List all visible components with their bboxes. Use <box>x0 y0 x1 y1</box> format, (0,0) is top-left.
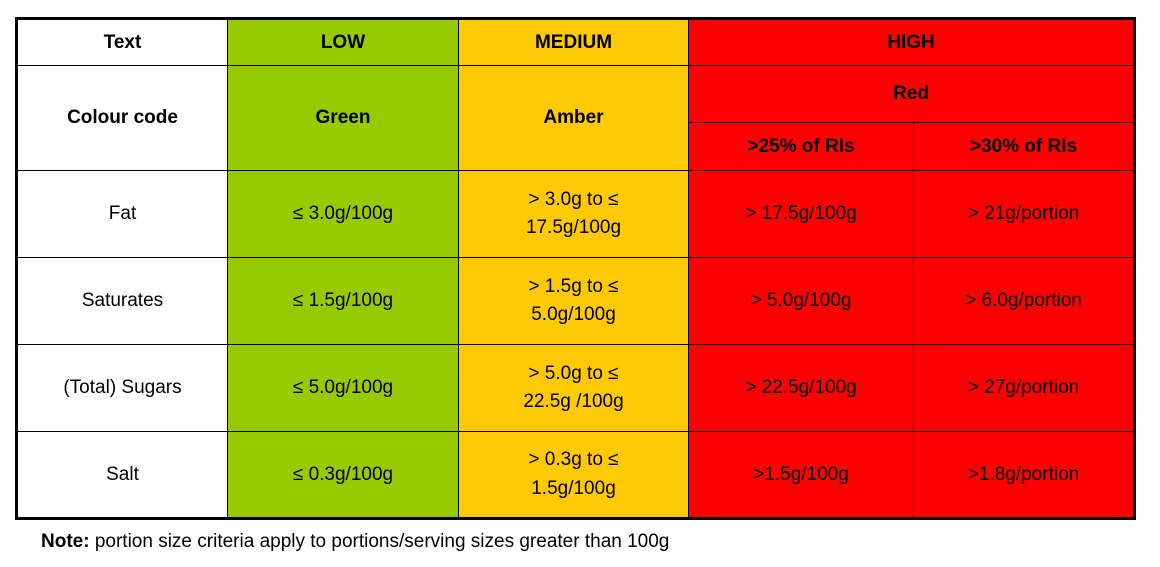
colour-red-cell: Red <box>688 65 1135 123</box>
header-medium-cell: MEDIUM <box>458 18 689 66</box>
colour-green-cell: Green <box>227 65 459 171</box>
ri-25-cell: >25% of RIs <box>688 122 914 171</box>
portion-size-note: Note: portion size criteria apply to por… <box>41 531 669 553</box>
header-low-cell: LOW <box>227 18 459 66</box>
fat-label-cell: Fat <box>16 170 228 258</box>
nutrient-row-sugars: (Total) Sugars ≤ 5.0g/100g > 5.0g to ≤ 2… <box>16 344 1135 432</box>
salt-high-100g-cell: >1.5g/100g <box>688 431 914 519</box>
ri-30-cell: >30% of RIs <box>913 122 1135 171</box>
salt-low-cell: ≤ 0.3g/100g <box>227 431 459 519</box>
fat-high-100g-cell: > 17.5g/100g <box>688 170 914 258</box>
header-text-cell: Text <box>16 18 228 66</box>
traffic-light-criteria-table: Text LOW MEDIUM HIGH Colour code Green A… <box>15 17 1136 520</box>
sugars-label-cell: (Total) Sugars <box>16 344 228 432</box>
saturates-high-portion-cell: > 6.0g/portion <box>913 257 1135 345</box>
salt-high-portion-cell: >1.8g/portion <box>913 431 1135 519</box>
ri-subheader-row: >25% of RIs >30% of RIs <box>17 122 1135 171</box>
note-label: Note: <box>41 531 90 552</box>
fat-medium-cell: > 3.0g to ≤ 17.5g/100g <box>458 170 689 258</box>
fat-low-cell: ≤ 3.0g/100g <box>227 170 459 258</box>
nutrient-row-salt: Salt ≤ 0.3g/100g > 0.3g to ≤ 1.5g/100g >… <box>16 431 1135 519</box>
header-row: Text LOW MEDIUM HIGH <box>16 18 1135 66</box>
saturates-low-cell: ≤ 1.5g/100g <box>227 257 459 345</box>
sugars-high-portion-cell: > 27g/portion <box>913 344 1135 432</box>
nutrient-row-fat: Fat ≤ 3.0g/100g > 3.0g to ≤ 17.5g/100g >… <box>16 170 1135 258</box>
sugars-low-cell: ≤ 5.0g/100g <box>227 344 459 432</box>
colour-code-row: Colour code Green Amber Red <box>16 65 1135 171</box>
colour-code-label-cell: Colour code <box>16 65 228 171</box>
note-text: portion size criteria apply to portions/… <box>89 531 670 552</box>
saturates-high-100g-cell: > 5.0g/100g <box>688 257 914 345</box>
colour-amber-cell: Amber <box>458 65 689 171</box>
fat-high-portion-cell: > 21g/portion <box>913 170 1135 258</box>
saturates-medium-cell: > 1.5g to ≤ 5.0g/100g <box>458 257 689 345</box>
sugars-high-100g-cell: > 22.5g/100g <box>688 344 914 432</box>
salt-label-cell: Salt <box>16 431 228 519</box>
salt-medium-cell: > 0.3g to ≤ 1.5g/100g <box>458 431 689 519</box>
nutrient-row-saturates: Saturates ≤ 1.5g/100g > 1.5g to ≤ 5.0g/1… <box>16 257 1135 345</box>
sugars-medium-cell: > 5.0g to ≤ 22.5g /100g <box>458 344 689 432</box>
header-high-cell: HIGH <box>688 18 1135 66</box>
saturates-label-cell: Saturates <box>16 257 228 345</box>
